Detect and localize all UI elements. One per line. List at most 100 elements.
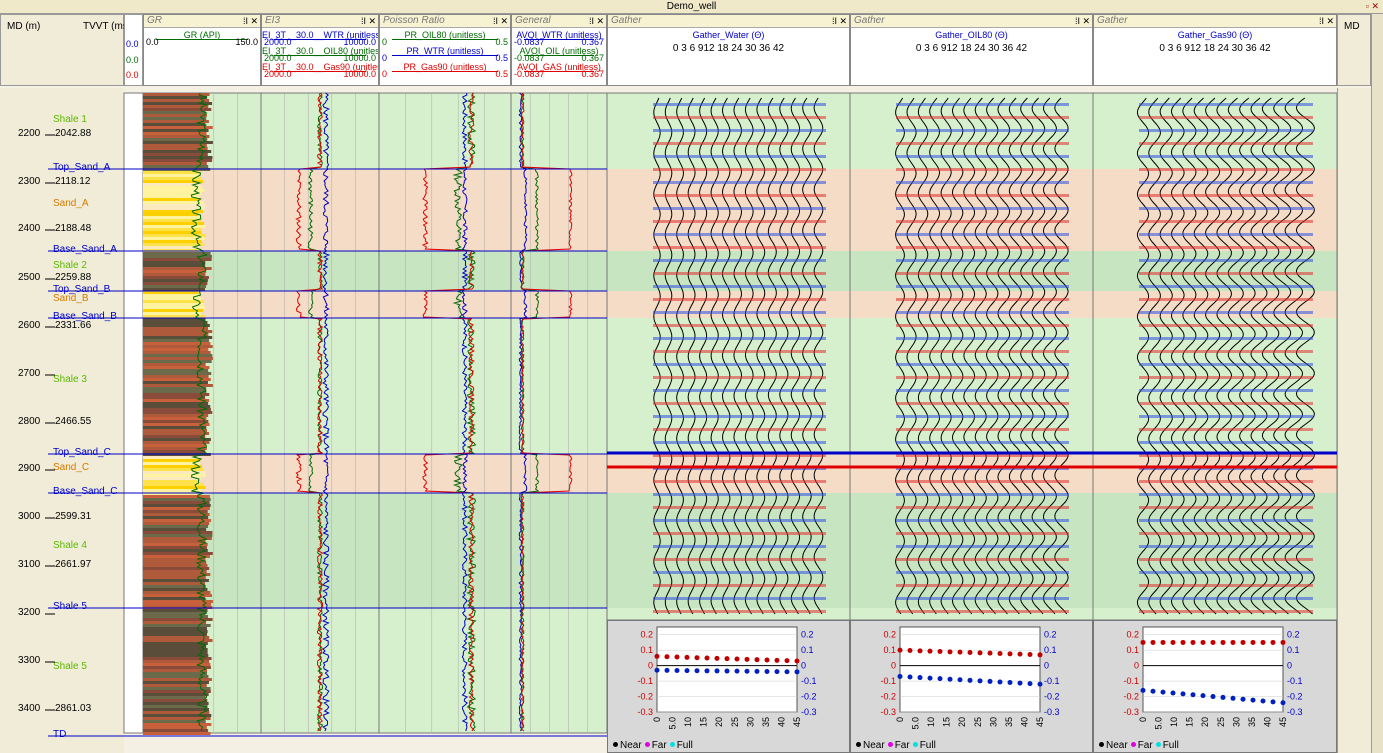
panel-controls[interactable]: ⁞I ✕ bbox=[492, 16, 508, 26]
lithology-band bbox=[143, 684, 207, 687]
amplitude-fill bbox=[653, 376, 826, 379]
panel-controls[interactable]: ⁞I ✕ bbox=[1074, 16, 1090, 26]
window-controls[interactable]: ▫ ✕ bbox=[1365, 1, 1379, 11]
amplitude-fill bbox=[1139, 532, 1313, 535]
amplitude-fill bbox=[896, 246, 1069, 249]
panel-controls[interactable]: ⁞I ✕ bbox=[1318, 16, 1334, 26]
lithology-band bbox=[143, 522, 210, 525]
lithology-band bbox=[143, 270, 207, 273]
zone-fill bbox=[379, 454, 511, 493]
lithology-band bbox=[143, 279, 208, 282]
gather-name: Gather_OIL80 (Θ) bbox=[851, 30, 1092, 46]
lithology-band bbox=[143, 612, 206, 615]
legend-near: Near bbox=[620, 740, 642, 751]
legend-near: Near bbox=[1106, 740, 1128, 751]
amplitude-fill bbox=[653, 441, 826, 444]
curve-max: 10000.0 bbox=[343, 53, 376, 63]
vertical-scrollbar[interactable] bbox=[1371, 14, 1383, 753]
lithology-band bbox=[143, 561, 207, 564]
scale-label: 0.0 bbox=[126, 55, 139, 65]
lithology-band bbox=[143, 243, 205, 246]
gather-oil-header[interactable]: Gather ⁞I ✕ Gather_OIL80 (Θ) 0 3 6 912 18… bbox=[850, 14, 1093, 86]
ei-gas-curve bbox=[295, 92, 324, 732]
lithology-band bbox=[143, 105, 209, 108]
lithology-band bbox=[143, 345, 213, 348]
amplitude-fill bbox=[1139, 220, 1313, 223]
lithology-band bbox=[143, 366, 210, 369]
gather-gas-header[interactable]: Gather ⁞I ✕ Gather_Gas90 (Θ) 0 3 6 912 18… bbox=[1093, 14, 1337, 86]
amplitude-fill bbox=[1139, 129, 1313, 132]
amplitude-fill bbox=[1139, 545, 1313, 548]
curve-max: 10000.0 bbox=[343, 69, 376, 79]
amplitude-fill bbox=[653, 571, 826, 574]
lithology-band bbox=[143, 312, 201, 315]
poisson-panel-header[interactable]: Poisson Ratio ⁞I ✕ PR_OIL80 (unitless) 0 … bbox=[379, 14, 511, 86]
md-tick: 3300 bbox=[18, 655, 41, 666]
lithology-band bbox=[143, 465, 202, 468]
amplitude-fill bbox=[896, 311, 1069, 314]
md-tick: 2800 bbox=[18, 416, 41, 427]
lithology-band bbox=[143, 420, 209, 423]
lithology-band bbox=[143, 348, 209, 351]
amplitude-fill bbox=[1139, 337, 1313, 340]
lithology-band bbox=[143, 411, 213, 414]
panel-controls[interactable]: ⁞I ✕ bbox=[360, 16, 376, 26]
general-panel-header[interactable]: General ⁞I ✕ AVOI_WTR (unitless) -0.0837 … bbox=[511, 14, 607, 86]
gather-name: Gather_Gas90 (Θ) bbox=[1094, 30, 1336, 46]
lithology-band bbox=[143, 246, 201, 249]
lithology-band bbox=[143, 672, 208, 675]
curve-max: 10000.0 bbox=[343, 37, 376, 47]
curve-max: 0.5 bbox=[495, 69, 508, 79]
panel-controls[interactable]: ⁞I ✕ bbox=[831, 16, 847, 26]
amplitude-fill bbox=[896, 337, 1069, 340]
lithology-band bbox=[143, 153, 208, 156]
lithology-band bbox=[143, 399, 210, 402]
lithology-band bbox=[143, 156, 213, 159]
lithology-band bbox=[143, 729, 209, 732]
amplitude-fill bbox=[653, 220, 826, 223]
panel-controls[interactable]: ⁞I ✕ bbox=[588, 16, 604, 26]
zone-fill bbox=[379, 318, 511, 454]
gather-label: Gather_Water (Θ) bbox=[692, 30, 765, 40]
lithology-band bbox=[143, 564, 208, 567]
amplitude-fill bbox=[896, 207, 1069, 210]
gather-water-header[interactable]: Gather ⁞I ✕ Gather_Water (Θ) 0 3 6 912 18… bbox=[607, 14, 850, 86]
twt-tick: 2661.97 bbox=[55, 559, 92, 570]
curve-name: AVOI_GAS (unitless) bbox=[517, 62, 601, 72]
formation-label: Shale 4 bbox=[53, 540, 87, 551]
gr-curve bbox=[190, 92, 209, 732]
zone-fill bbox=[261, 93, 379, 169]
scale-bar: 0.0 0.0 0.0 bbox=[124, 14, 143, 86]
legend-full: Full bbox=[676, 740, 693, 751]
md-tick: 3000 bbox=[18, 511, 41, 522]
lithology-band bbox=[143, 648, 208, 651]
lithology-band bbox=[143, 327, 209, 330]
lithology-band bbox=[143, 687, 211, 690]
avo-panel-water: Near Far Full bbox=[607, 620, 850, 753]
lithology-band bbox=[143, 213, 199, 216]
ei3-panel-header[interactable]: EI3 ⁞I ✕ EI_3T__30.0__WTR (unitless) 2000… bbox=[261, 14, 379, 86]
twt-tick: 2599.31 bbox=[55, 511, 92, 522]
amplitude-fill bbox=[653, 337, 826, 340]
zone-fill bbox=[1093, 493, 1337, 608]
amplitude-fill bbox=[653, 246, 826, 249]
amplitude-fill bbox=[1139, 116, 1313, 119]
lithology-band bbox=[143, 681, 209, 684]
gr-panel-header[interactable]: GR ⁞I ✕ GR (API) 0.0 150.0 bbox=[143, 14, 261, 86]
lithology-band bbox=[143, 381, 208, 384]
amplitude-fill bbox=[1139, 415, 1313, 418]
panel-controls[interactable]: ⁞I ✕ bbox=[242, 16, 258, 26]
lithology-band bbox=[143, 723, 212, 726]
lithology-band bbox=[143, 609, 208, 612]
amplitude-fill bbox=[896, 402, 1069, 405]
amplitude-fill bbox=[653, 597, 826, 600]
amplitude-fill bbox=[1139, 597, 1313, 600]
md-tick: 2200 bbox=[18, 128, 41, 139]
lithology-band bbox=[143, 708, 209, 711]
amplitude-fill bbox=[896, 493, 1069, 496]
lithology-band bbox=[143, 276, 209, 279]
amplitude-fill bbox=[1139, 194, 1313, 197]
curve-name: AVOI_WTR (unitless) bbox=[516, 30, 602, 40]
formation-label: Base_Sand_C bbox=[53, 486, 118, 497]
